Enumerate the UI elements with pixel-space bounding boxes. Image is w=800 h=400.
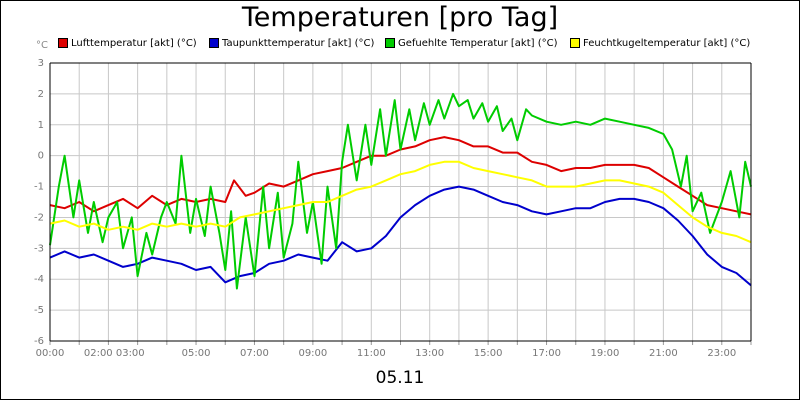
x-tick-label: 19:00	[591, 348, 620, 359]
x-tick-label: 23:00	[707, 348, 736, 359]
series-line-3	[49, 160, 752, 244]
legend-item-lufttemperatur: Lufttemperatur [akt] (°C)	[58, 38, 197, 49]
legend-label: Taupunkttemperatur [akt] (°C)	[222, 38, 375, 49]
chart-title: Temperaturen [pro Tag]	[241, 2, 559, 33]
legend-item-gefuehlte-temperatur: Gefuehlte Temperatur [akt] (°C)	[385, 38, 557, 49]
y-tick-label: 3	[38, 58, 44, 69]
y-tick-label: -2	[34, 212, 44, 223]
y-axis-unit: °C	[36, 40, 48, 51]
legend-swatch-red	[58, 38, 68, 48]
legend-swatch-blue	[209, 38, 219, 48]
legend-item-feuchtkugeltemperatur: Feuchtkugeltemperatur [akt] (°C)	[570, 38, 750, 49]
series-line-2	[49, 92, 752, 290]
x-tick-label: 17:00	[532, 348, 561, 359]
y-tick-label: 1	[38, 120, 44, 131]
series-line-1	[49, 185, 752, 287]
series-line-0	[49, 136, 752, 216]
legend-swatch-yellow	[570, 38, 580, 48]
x-tick-label: 07:00	[240, 348, 269, 359]
legend-label: Feuchtkugeltemperatur [akt] (°C)	[583, 38, 751, 49]
date-label: 05.11	[375, 368, 425, 388]
y-tick-label: 2	[38, 89, 44, 100]
x-tick-label: 05:00	[182, 348, 211, 359]
y-tick-label: -1	[34, 182, 44, 193]
x-tick-label: 21:00	[649, 348, 678, 359]
y-tick-label: -5	[34, 305, 44, 316]
y-tick-label: -6	[34, 336, 44, 347]
x-tick-label: 13:00	[415, 348, 444, 359]
legend-item-taupunkttemperatur: Taupunkttemperatur [akt] (°C)	[209, 38, 374, 49]
y-tick-label: -4	[34, 274, 44, 285]
y-tick-label: 0	[38, 151, 44, 162]
x-tick-label: 11:00	[357, 348, 386, 359]
x-tick-label: 02:00 03:00	[84, 348, 145, 359]
x-tick-label: 15:00	[474, 348, 503, 359]
legend-label: Lufttemperatur [akt] (°C)	[71, 38, 197, 49]
y-tick-label: -3	[34, 243, 44, 254]
legend-swatch-green	[385, 38, 395, 48]
legend-label: Gefuehlte Temperatur [akt] (°C)	[398, 38, 558, 49]
x-tick-label: 00:00	[36, 348, 65, 359]
x-tick-label: 09:00	[298, 348, 327, 359]
